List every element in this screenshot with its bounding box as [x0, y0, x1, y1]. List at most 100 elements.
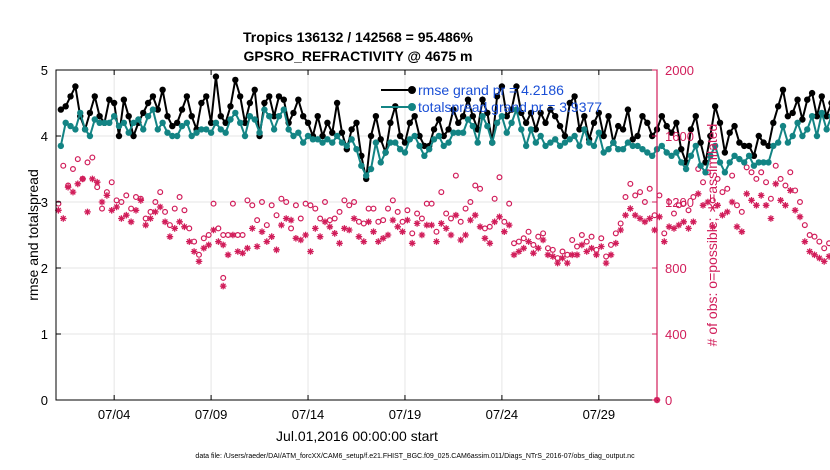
rmse-marker — [246, 99, 254, 107]
totalspread-marker — [818, 109, 825, 117]
obs-assimilated-marker — [491, 218, 498, 226]
rmse-marker — [169, 122, 176, 130]
totalspread-marker — [823, 126, 830, 133]
obs-possible-marker — [60, 162, 67, 169]
totalspread-marker — [561, 139, 569, 146]
obs-assimilated-marker — [724, 208, 731, 216]
obs-possible-marker — [123, 192, 130, 199]
obs-assimilated-marker — [438, 220, 445, 227]
obs-possible-marker — [244, 197, 251, 204]
totalspread-marker — [314, 136, 321, 143]
obs-possible-marker — [74, 156, 81, 163]
obs-assimilated-marker — [224, 251, 232, 259]
rmse-marker — [290, 109, 297, 117]
totalspread-marker — [86, 132, 94, 140]
obs-possible-marker — [409, 230, 416, 237]
totalspread-marker — [101, 119, 108, 127]
obs-possible-marker — [157, 189, 164, 196]
obs-possible-marker — [656, 192, 663, 199]
totalspread-marker — [353, 146, 360, 153]
obs-possible-marker — [418, 215, 425, 222]
totalspread-marker — [697, 162, 704, 169]
y-axis-left: 0 1 2 3 4 5 — [41, 63, 61, 408]
y-tick-label: 2 — [41, 261, 48, 276]
obs-assimilated-marker — [239, 249, 246, 257]
obs-possible-marker — [506, 200, 513, 207]
rmse-marker — [324, 119, 331, 127]
totalspread-marker — [110, 113, 118, 120]
obs-assimilated-marker — [787, 187, 794, 194]
y-tick-label: 5 — [41, 63, 48, 78]
obs-assimilated-marker — [108, 207, 115, 214]
totalspread-marker — [387, 139, 394, 146]
totalspread-marker — [484, 122, 491, 130]
totalspread-marker — [615, 146, 622, 153]
totalspread-marker — [251, 116, 258, 123]
totalspread-marker — [367, 165, 375, 173]
obs-possible-marker — [806, 232, 813, 239]
totalspread-marker — [590, 142, 598, 150]
obs-possible-marker — [220, 274, 227, 281]
obs-assimilated-marker — [598, 243, 605, 250]
obs-possible-marker — [118, 199, 125, 206]
rmse-marker — [232, 76, 239, 84]
obs-assimilated-marker — [573, 251, 581, 259]
totalspread-marker — [125, 129, 132, 136]
rmse-marker — [333, 99, 341, 107]
obs-possible-marker — [680, 200, 687, 207]
totalspread-marker — [789, 132, 796, 140]
obs-assimilated-marker — [743, 190, 750, 198]
totalspread-marker — [396, 146, 404, 153]
totalspread-marker — [232, 109, 239, 117]
obs-assimilated-marker — [423, 221, 431, 229]
obs-assimilated-marker — [186, 238, 193, 245]
obs-assimilated-marker — [544, 251, 552, 259]
rmse-marker — [159, 86, 166, 94]
obs-assimilated-marker — [389, 216, 397, 224]
rmse-marker — [755, 132, 762, 140]
legend-spread-marker — [408, 103, 416, 111]
obs-possible-marker — [743, 164, 750, 171]
rmse-marker — [270, 113, 278, 120]
obs-possible-marker — [661, 230, 668, 237]
totalspread-marker — [130, 119, 137, 127]
obs-possible-marker — [278, 195, 285, 202]
totalspread-marker — [605, 146, 612, 153]
obs-possible-marker — [501, 218, 508, 225]
obs-possible-marker — [801, 222, 808, 229]
obs-assimilated-marker — [641, 218, 649, 226]
obs-possible-marker — [670, 210, 677, 217]
obs-possible-marker — [588, 233, 595, 240]
obs-assimilated-marker — [806, 248, 813, 255]
obs-assimilated-marker — [530, 249, 537, 257]
y2-tick-label: 2000 — [665, 63, 694, 78]
y-axis-label: rmse and totalspread — [25, 169, 41, 301]
rmse-marker — [299, 113, 307, 120]
rmse-marker — [736, 139, 743, 146]
x-tick-label: 07/24 — [486, 407, 519, 422]
rmse-marker — [469, 113, 477, 120]
obs-assimilated-marker — [345, 226, 353, 234]
obs-assimilated-marker — [282, 215, 290, 222]
obs-assimilated-marker — [287, 216, 295, 224]
rmse-marker — [178, 106, 186, 113]
obs-assimilated-marker — [69, 188, 77, 196]
obs-possible-marker — [457, 218, 464, 225]
rmse-marker — [770, 119, 777, 127]
rmse-marker — [329, 129, 336, 136]
obs-assimilated-marker — [258, 228, 266, 235]
totalspread-marker — [115, 122, 123, 130]
rmse-marker — [173, 119, 181, 127]
obs-possible-marker — [162, 208, 169, 215]
rmse-marker — [644, 119, 651, 127]
rmse-marker — [91, 93, 98, 100]
obs-assimilated-marker — [820, 258, 828, 265]
totalspread-marker — [513, 106, 520, 113]
totalspread-marker — [324, 136, 331, 143]
obs-assimilated-marker — [263, 238, 271, 245]
rmse-marker — [721, 149, 729, 156]
obs-possible-marker — [229, 200, 236, 207]
obs-assimilated-marker — [413, 220, 421, 227]
obs-assimilated-marker — [457, 236, 464, 244]
obs-assimilated-marker — [375, 238, 382, 245]
